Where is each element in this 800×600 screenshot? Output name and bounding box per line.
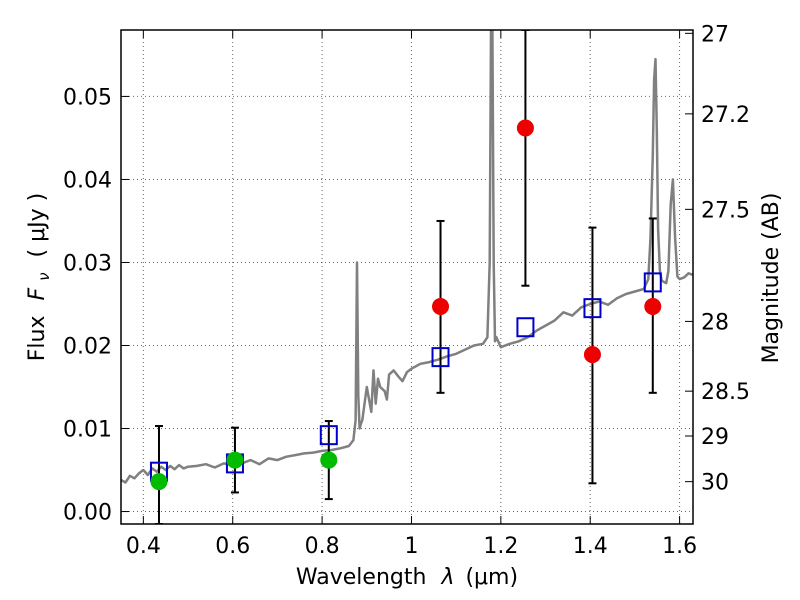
y-tick-label: 0.00 [63,501,112,526]
y2-tick-label: 29 [701,425,729,450]
x-axis-symbol: λ [440,565,454,590]
model-square-marker [643,272,662,293]
x-axis-title: Wavelength λ (μm) [296,565,518,590]
y2-tick-label: 27 [701,22,729,47]
y-axis-subscript: ν [35,272,53,280]
x-tick-label: 1.6 [662,534,697,559]
y-axis-symbol: F [25,287,50,300]
data-layer [121,30,693,524]
detections-marker [150,473,168,491]
upper-limits-marker [432,297,450,315]
y-axis-title: Flux F ν ( μJy ) [25,193,55,361]
grid-layer [121,30,693,524]
x-tick-label: 1.4 [573,534,608,559]
y2-tick-label: 30 [701,471,729,496]
y-tick-label: 0.03 [63,251,112,276]
x-tick-label: 0.4 [126,534,161,559]
x-axis-label: Wavelength [296,565,427,590]
model-square-marker [431,347,450,368]
y-tick-label: 0.02 [63,334,112,359]
y2-tick-label: 27.2 [701,103,750,128]
y-tick-label: 0.05 [63,85,112,110]
model-square-marker [583,298,602,319]
y2-axis-title: Magnitude (AB) [759,193,784,364]
x-tick-label: 1 [404,534,418,559]
model-square-marker [516,317,535,338]
model-square-marker [319,425,338,446]
spectrum-line [121,30,693,484]
x-axis-unit: (μm) [465,565,518,590]
plot-frame [120,29,694,525]
plot-layer [121,30,693,524]
detections-marker [320,451,338,469]
x-tick-label: 1.2 [483,534,518,559]
y-axis-label: Flux [25,315,50,361]
y-axis-unit: ( μJy ) [25,193,50,258]
upper-limits-marker [644,297,662,315]
y2-tick-label: 28 [701,310,729,335]
y-tick-label: 0.04 [63,168,112,193]
detections-marker [226,451,244,469]
x-tick-label: 0.6 [215,534,250,559]
upper-limits-marker [516,119,534,137]
tick-layer: 0.4 0.6 0.8 1 1.2 1.4 1.6 0.00 0.01 0.02 0.03 0.04 0… [63,22,750,559]
upper-limits-marker [583,346,601,364]
y2-tick-label: 28.5 [701,380,750,405]
y2-tick-label: 27.5 [701,198,750,223]
y-tick-label: 0.01 [63,418,112,443]
x-tick-label: 0.8 [305,534,340,559]
